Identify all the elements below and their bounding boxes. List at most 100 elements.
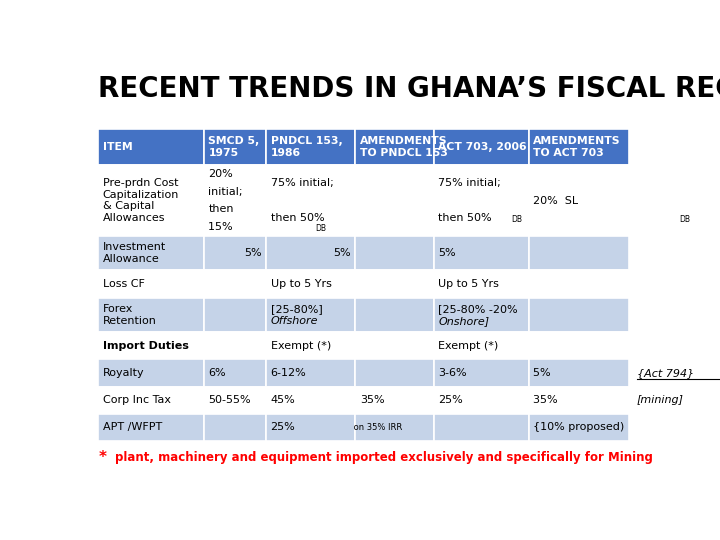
Text: 6-12%: 6-12% bbox=[271, 368, 307, 378]
Bar bbox=[434, 332, 528, 360]
Text: 75% initial;: 75% initial; bbox=[271, 178, 333, 188]
Text: ITEM: ITEM bbox=[103, 142, 132, 152]
Bar bbox=[99, 129, 204, 165]
Text: 15%: 15% bbox=[208, 222, 236, 232]
Text: 5%: 5% bbox=[438, 248, 456, 258]
Text: [25-80% -20%: [25-80% -20% bbox=[438, 303, 518, 314]
Bar bbox=[528, 298, 629, 332]
Bar bbox=[204, 387, 266, 414]
Bar bbox=[99, 165, 204, 236]
Text: Up to 5 Yrs: Up to 5 Yrs bbox=[271, 279, 331, 289]
Bar bbox=[204, 298, 266, 332]
Text: Up to 5 Yrs: Up to 5 Yrs bbox=[438, 279, 499, 289]
Bar bbox=[356, 271, 434, 298]
Text: Investment
Allowance: Investment Allowance bbox=[103, 242, 166, 264]
Text: 75% initial;: 75% initial; bbox=[438, 178, 501, 188]
Text: 45%: 45% bbox=[271, 395, 295, 405]
Bar bbox=[434, 414, 528, 441]
Bar bbox=[356, 129, 434, 165]
Bar bbox=[528, 129, 629, 165]
Bar bbox=[356, 236, 434, 271]
Text: Exempt (*): Exempt (*) bbox=[438, 341, 499, 351]
Bar bbox=[356, 360, 434, 387]
Bar bbox=[204, 236, 266, 271]
Text: 25%: 25% bbox=[271, 422, 295, 433]
Bar bbox=[528, 360, 629, 387]
Bar bbox=[434, 387, 528, 414]
Bar bbox=[356, 414, 434, 441]
Text: on 35% IRR: on 35% IRR bbox=[351, 423, 402, 432]
Text: Exempt (*): Exempt (*) bbox=[271, 341, 331, 351]
Bar bbox=[528, 165, 629, 236]
Bar bbox=[204, 271, 266, 298]
Bar bbox=[266, 271, 356, 298]
Text: Offshore: Offshore bbox=[271, 316, 318, 326]
Bar bbox=[528, 271, 629, 298]
Text: DB: DB bbox=[680, 215, 690, 225]
Bar bbox=[434, 165, 528, 236]
Bar bbox=[204, 165, 266, 236]
Bar bbox=[99, 360, 204, 387]
Bar bbox=[356, 165, 434, 236]
Text: 5%: 5% bbox=[244, 248, 261, 258]
Text: 25%: 25% bbox=[438, 395, 463, 405]
Bar bbox=[434, 271, 528, 298]
Bar bbox=[266, 129, 356, 165]
Text: 35%: 35% bbox=[360, 395, 384, 405]
Text: DB: DB bbox=[512, 215, 523, 225]
Text: {Act 794}: {Act 794} bbox=[636, 368, 694, 378]
Bar bbox=[266, 332, 356, 360]
Text: DB: DB bbox=[315, 224, 326, 233]
Text: Onshore]: Onshore] bbox=[438, 316, 490, 326]
Text: APT /WFPT: APT /WFPT bbox=[103, 422, 162, 433]
Text: Import Duties: Import Duties bbox=[103, 341, 189, 351]
Text: 6%: 6% bbox=[208, 368, 226, 378]
Text: 5%: 5% bbox=[533, 368, 558, 378]
Bar bbox=[204, 332, 266, 360]
Text: SMCD 5,
1975: SMCD 5, 1975 bbox=[208, 137, 260, 158]
Text: then 50%: then 50% bbox=[271, 213, 328, 223]
Bar bbox=[266, 298, 356, 332]
Bar bbox=[99, 387, 204, 414]
Text: AMENDMENTS
TO ACT 703: AMENDMENTS TO ACT 703 bbox=[533, 137, 621, 158]
Bar bbox=[528, 414, 629, 441]
Bar bbox=[99, 271, 204, 298]
Text: Forex
Retention: Forex Retention bbox=[103, 304, 157, 326]
Bar bbox=[204, 129, 266, 165]
Text: 20%: 20% bbox=[208, 169, 233, 179]
Bar bbox=[434, 236, 528, 271]
Text: 35%: 35% bbox=[533, 395, 562, 405]
Bar bbox=[266, 387, 356, 414]
Text: Corp Inc Tax: Corp Inc Tax bbox=[103, 395, 171, 405]
Bar bbox=[528, 387, 629, 414]
Bar bbox=[99, 414, 204, 441]
Bar bbox=[528, 236, 629, 271]
Text: *: * bbox=[99, 450, 107, 465]
Bar bbox=[434, 360, 528, 387]
Bar bbox=[356, 298, 434, 332]
Text: AMENDMENTS
TO PNDCL 153: AMENDMENTS TO PNDCL 153 bbox=[360, 137, 448, 158]
Bar bbox=[434, 298, 528, 332]
Bar bbox=[356, 387, 434, 414]
Text: [mining]: [mining] bbox=[636, 395, 684, 405]
Text: [25-80%]: [25-80%] bbox=[271, 303, 323, 314]
Text: ACT 703, 2006: ACT 703, 2006 bbox=[438, 142, 527, 152]
Text: then 50%: then 50% bbox=[438, 213, 495, 223]
Bar bbox=[99, 298, 204, 332]
Bar bbox=[266, 236, 356, 271]
Text: {10% proposed): {10% proposed) bbox=[533, 422, 624, 433]
Text: plant, machinery and equipment imported exclusively and specifically for Mining: plant, machinery and equipment imported … bbox=[115, 451, 653, 464]
Text: Pre-prdn Cost
Capitalization
& Capital
Allowances: Pre-prdn Cost Capitalization & Capital A… bbox=[103, 178, 179, 223]
Text: Loss CF: Loss CF bbox=[103, 279, 145, 289]
Text: then: then bbox=[208, 204, 234, 214]
Text: 20%  SL: 20% SL bbox=[533, 195, 578, 206]
Bar bbox=[266, 360, 356, 387]
Text: 3-6%: 3-6% bbox=[438, 368, 467, 378]
Text: RECENT TRENDS IN GHANA’S FISCAL REGIME: RECENT TRENDS IN GHANA’S FISCAL REGIME bbox=[99, 75, 720, 103]
Bar bbox=[434, 129, 528, 165]
Bar bbox=[528, 332, 629, 360]
Bar bbox=[204, 360, 266, 387]
Bar bbox=[356, 332, 434, 360]
Text: PNDCL 153,
1986: PNDCL 153, 1986 bbox=[271, 137, 343, 158]
Bar bbox=[99, 236, 204, 271]
